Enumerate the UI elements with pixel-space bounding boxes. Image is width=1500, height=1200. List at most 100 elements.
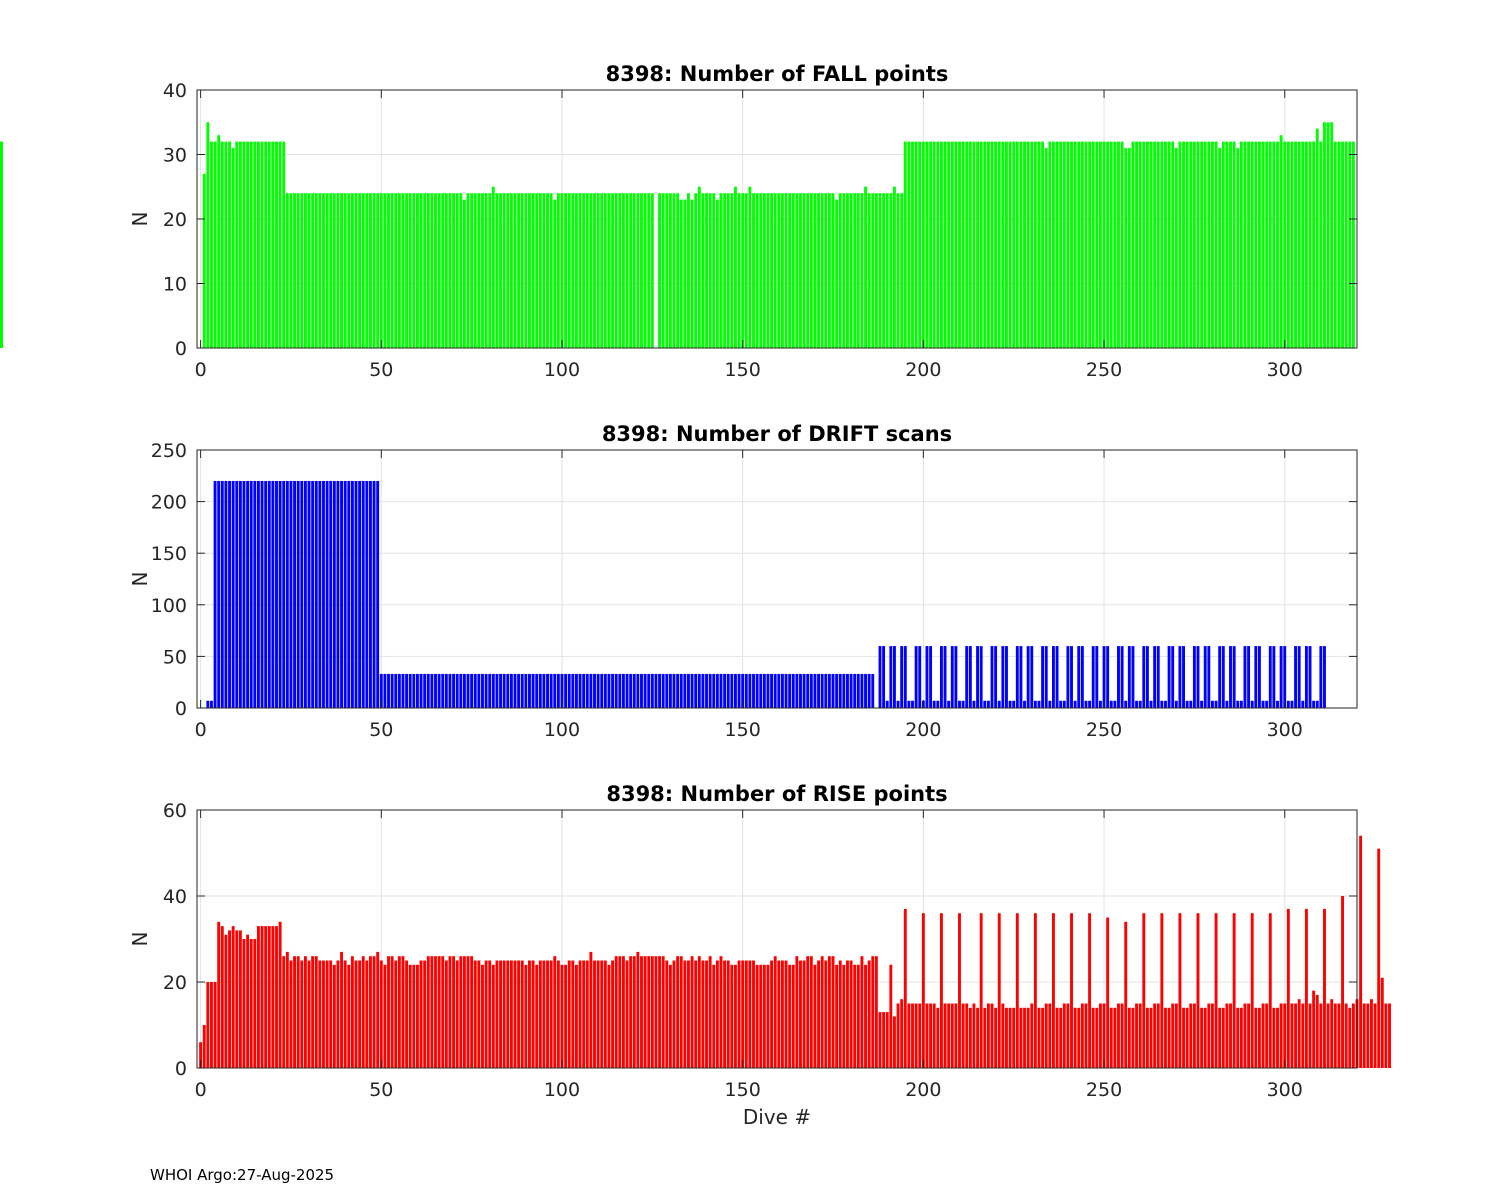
bar — [668, 964, 672, 1068]
bar — [647, 193, 651, 348]
bar — [752, 673, 755, 708]
bar — [1174, 148, 1178, 348]
bar — [958, 700, 961, 708]
bar — [524, 673, 528, 708]
bar — [1276, 700, 1279, 708]
axes-frame — [196, 809, 1358, 1069]
bar — [350, 956, 354, 1068]
bar — [387, 956, 390, 1068]
bar — [1283, 141, 1287, 348]
x-tick-label: 300 — [1267, 359, 1303, 381]
bar — [408, 964, 412, 1068]
bar — [918, 1003, 922, 1068]
bar — [567, 673, 571, 708]
bar — [430, 956, 434, 1068]
bar — [607, 964, 611, 1068]
bar — [1265, 700, 1269, 708]
bar — [426, 673, 430, 708]
bar — [1124, 700, 1128, 708]
bar — [712, 964, 716, 1068]
bar — [444, 193, 448, 348]
bar — [914, 1003, 918, 1068]
bar — [1095, 646, 1099, 708]
bar — [220, 141, 224, 348]
bar — [376, 951, 380, 1068]
bar — [423, 960, 427, 1068]
bar — [994, 646, 998, 708]
x-tick-label: 300 — [1267, 1079, 1303, 1101]
bar — [871, 673, 875, 708]
bar — [253, 141, 257, 348]
bar — [1109, 1007, 1113, 1068]
bar — [958, 913, 961, 1068]
bar — [1272, 1007, 1276, 1068]
bar — [1290, 141, 1294, 348]
bar — [1192, 646, 1196, 708]
bar — [267, 480, 271, 708]
bar — [1149, 141, 1153, 348]
bar — [1117, 646, 1120, 708]
bar — [564, 673, 568, 708]
bar — [629, 956, 633, 1068]
bar — [752, 193, 755, 348]
bar — [1171, 1003, 1175, 1068]
bar — [1279, 135, 1283, 348]
bar — [596, 193, 600, 348]
bar — [932, 700, 936, 708]
x-tick-label: 50 — [369, 1079, 393, 1101]
bar — [1189, 700, 1193, 708]
bar — [1211, 700, 1214, 708]
bar — [1229, 1003, 1232, 1068]
bar — [820, 956, 824, 1068]
bar — [784, 193, 788, 348]
bar — [1308, 1003, 1312, 1068]
bar — [282, 141, 286, 348]
bar — [618, 193, 622, 348]
bar — [640, 673, 643, 708]
bar — [1088, 700, 1092, 708]
bar — [1279, 1003, 1283, 1068]
bar — [1294, 646, 1298, 708]
bar — [1384, 1003, 1388, 1068]
bar — [697, 673, 701, 708]
bar — [871, 956, 875, 1068]
x-tick-label: 100 — [544, 719, 580, 741]
bar — [744, 193, 748, 348]
bar — [1192, 1003, 1196, 1068]
bar — [1145, 141, 1149, 348]
bar — [1023, 141, 1026, 348]
bar — [224, 480, 228, 708]
bar — [1290, 1003, 1294, 1068]
bar — [1156, 141, 1160, 348]
bar — [336, 480, 340, 708]
bar — [1221, 1007, 1225, 1068]
bar — [1229, 646, 1232, 708]
bar — [874, 193, 878, 348]
bar — [1272, 646, 1276, 708]
bar — [640, 193, 643, 348]
bar — [1348, 141, 1352, 348]
bar — [791, 673, 795, 708]
bar — [217, 135, 221, 348]
bar — [285, 193, 289, 348]
bar — [795, 956, 799, 1068]
bar — [220, 480, 224, 708]
bar — [318, 480, 322, 708]
bar — [419, 193, 423, 348]
bar — [325, 480, 329, 708]
bar — [340, 951, 343, 1068]
bar — [860, 193, 864, 348]
bar — [303, 956, 307, 1068]
bar — [210, 700, 213, 708]
bar — [296, 956, 300, 1068]
y-tick-label: 20 — [163, 209, 187, 231]
bar — [856, 193, 860, 348]
bar — [271, 480, 275, 708]
bar — [759, 193, 763, 348]
bar — [235, 480, 239, 708]
bar — [256, 141, 260, 348]
bar — [990, 141, 994, 348]
bar — [1341, 896, 1344, 1068]
bar — [1127, 1007, 1131, 1068]
bar — [430, 193, 434, 348]
